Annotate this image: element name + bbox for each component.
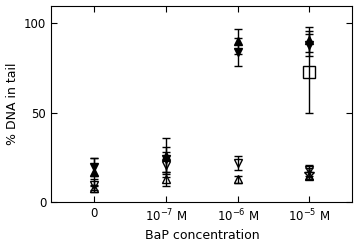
Y-axis label: % DNA in tail: % DNA in tail [6, 63, 19, 145]
X-axis label: BaP concentration: BaP concentration [145, 229, 259, 243]
